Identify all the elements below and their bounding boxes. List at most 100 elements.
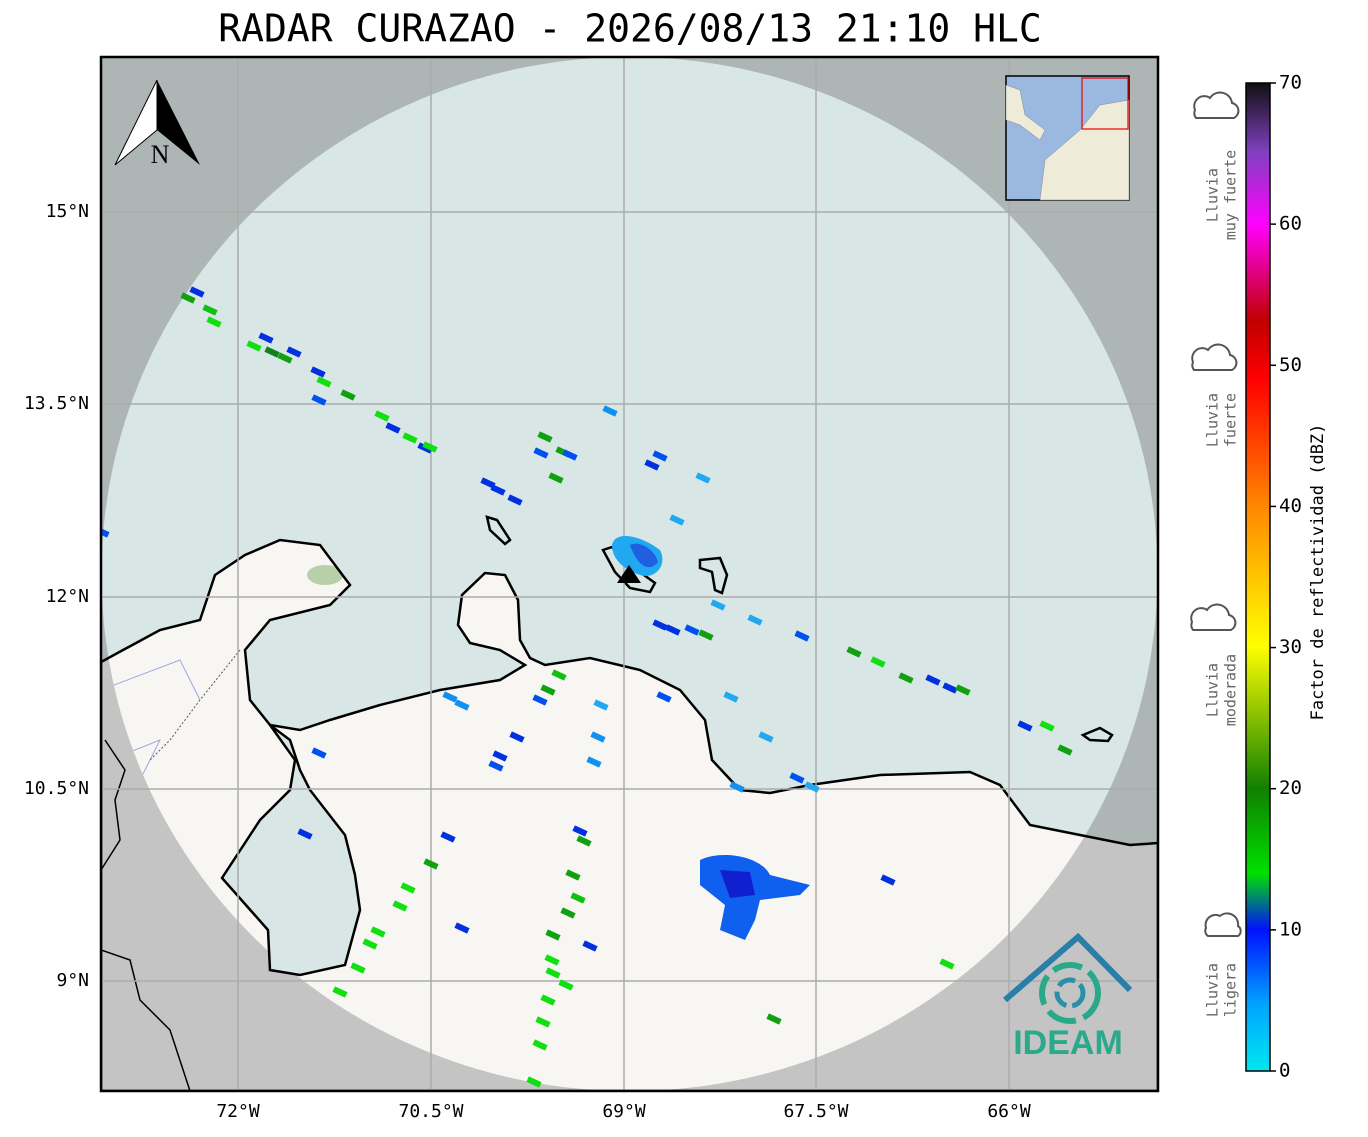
legend-label: ligera — [1222, 963, 1240, 1017]
radar-cell — [586, 756, 602, 768]
radar-cell — [535, 1016, 551, 1028]
radar-cell — [939, 958, 955, 970]
logo-text: IDEAM — [1013, 1024, 1123, 1062]
lat-label: 13.5°N — [24, 393, 89, 414]
radar-cell — [492, 750, 508, 762]
radar-cell — [925, 674, 941, 686]
radar-cell — [898, 672, 914, 684]
radar-cell — [565, 869, 581, 881]
radar-cell — [532, 1039, 548, 1051]
radar-cell — [684, 624, 700, 636]
radar-cell — [747, 614, 763, 626]
lon-label: 70.5°W — [398, 1101, 463, 1122]
lon-label: 66°W — [987, 1101, 1031, 1122]
radar-cell — [1057, 744, 1073, 756]
radar-cell — [602, 405, 618, 417]
colorbar-tick-label: 40 — [1279, 495, 1302, 517]
radar-echoes — [612, 535, 810, 940]
legend — [1190, 91, 1242, 937]
radar-cell — [942, 682, 958, 694]
legend-label: Lluvia — [1204, 393, 1222, 447]
lon-label: 67.5°W — [783, 1101, 848, 1122]
compass-label: N — [151, 140, 170, 169]
radar-cell — [544, 954, 560, 966]
radar-cell — [362, 938, 378, 950]
radar-cell — [758, 731, 774, 743]
radar-cell — [423, 858, 439, 870]
radar-cell — [374, 410, 390, 422]
radar-cell — [652, 619, 668, 631]
radar-cell — [652, 450, 668, 462]
colorbar-tick-label: 50 — [1279, 354, 1302, 376]
radar-cell — [311, 394, 327, 406]
radar-cell — [955, 684, 971, 696]
radar-cell — [656, 691, 672, 703]
colorbar — [1245, 82, 1271, 1072]
radar-cell — [870, 656, 886, 668]
lon-label: 72°W — [216, 1101, 260, 1122]
radar-cell — [560, 907, 576, 919]
colorbar-tick-label: 70 — [1279, 72, 1302, 94]
legend-label: muy fuerte — [1222, 150, 1240, 240]
radar-cell — [507, 494, 523, 506]
radar-cell — [532, 694, 548, 706]
radar-cell — [311, 747, 327, 759]
logo: IDEAM — [1003, 932, 1133, 1062]
radar-cell — [206, 316, 222, 328]
lon-label: 69°W — [602, 1101, 646, 1122]
radar-cell — [454, 922, 470, 934]
radar-cell — [562, 449, 578, 461]
radar-cell — [729, 781, 745, 793]
compass: N — [114, 79, 200, 169]
radar-cell — [509, 731, 525, 743]
radar-cell — [846, 646, 862, 658]
lat-label: 15°N — [46, 201, 89, 222]
radar-cell — [480, 477, 496, 489]
radar-cell — [264, 346, 280, 358]
radar-cell — [316, 376, 332, 388]
radar-cell — [593, 699, 609, 711]
radar-cell — [880, 874, 896, 886]
legend-label: Lluvia — [1204, 663, 1222, 717]
radar-cell — [258, 332, 274, 344]
radar-cell — [551, 669, 567, 681]
radar-cell — [695, 472, 711, 484]
radar-cell — [370, 926, 386, 938]
radar-cell — [1017, 720, 1033, 732]
radar-cell — [340, 389, 356, 401]
radar-cell — [490, 484, 506, 496]
radar-cell — [545, 967, 561, 979]
radar-cells — [101, 286, 1073, 1088]
radar-cell — [310, 366, 326, 378]
lat-label: 10.5°N — [24, 778, 89, 799]
colorbar-label: Factor de reflectividad (dBZ) — [1308, 424, 1328, 721]
radar-cell — [665, 624, 681, 636]
radar-cell — [766, 1013, 782, 1025]
radar-cell — [558, 979, 574, 991]
radar-cell — [246, 340, 262, 352]
radar-cell — [537, 431, 553, 443]
radar-cell — [332, 986, 348, 998]
radar-cell — [804, 781, 820, 793]
radar-cell — [189, 286, 205, 298]
lat-label: 12°N — [46, 586, 89, 607]
radar-cell — [545, 929, 561, 941]
radar-cell — [723, 691, 739, 703]
radar-cell — [540, 684, 556, 696]
radar-cell — [582, 940, 598, 952]
radar-cell — [202, 304, 218, 316]
radar-cell — [644, 459, 660, 471]
title: RADAR CURAZAO - 2026/08/13 21:10 HLC — [218, 7, 1042, 51]
radar-cell — [1039, 720, 1055, 732]
radar-cell — [402, 432, 418, 444]
inset-map — [1005, 75, 1130, 201]
radar-cell — [440, 831, 456, 843]
colorbar-tick-label: 30 — [1279, 636, 1302, 658]
radar-cell — [548, 472, 564, 484]
radar-cell — [540, 994, 556, 1006]
colorbar-tick-label: 60 — [1279, 213, 1302, 235]
legend-label: moderada — [1222, 654, 1240, 726]
radar-cell — [350, 962, 366, 974]
radar-cell — [417, 442, 433, 454]
